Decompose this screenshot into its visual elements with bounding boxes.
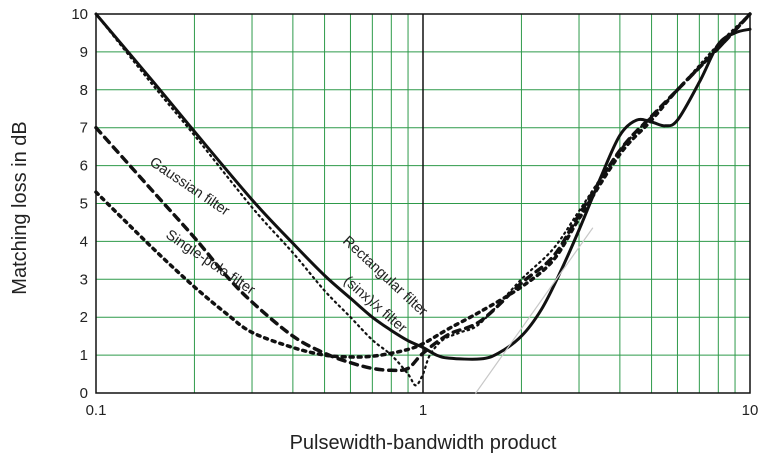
- series-layer: [94, 12, 752, 394]
- tick-labels: 0.1 1 10 0 1 2 3 4 5 6 7 8 9 10: [71, 6, 758, 419]
- x-tick-label: 1: [419, 402, 427, 419]
- y-tick-label: 5: [80, 196, 88, 213]
- y-tick-label: 8: [80, 82, 88, 99]
- series-gaussian-filter: [94, 12, 752, 373]
- y-tick-label: 4: [80, 233, 88, 250]
- axes: [95, 13, 751, 394]
- y-tick-label: 10: [71, 6, 88, 23]
- series-rectangular-filter: [94, 12, 752, 361]
- series-single-pole-filter: [94, 12, 752, 359]
- x-tick-label: 0.1: [86, 402, 107, 419]
- annotation-label: Gaussian filter: [146, 154, 232, 219]
- y-tick-label: 1: [80, 347, 88, 364]
- y-tick-label: 6: [80, 158, 88, 175]
- y-tick-label: 0: [80, 385, 88, 402]
- x-axis-title: Pulsewidth-bandwidth product: [290, 432, 557, 454]
- y-tick-label: 3: [80, 271, 88, 288]
- y-axis-title: Matching loss in dB: [9, 121, 31, 294]
- series-guide: [475, 227, 594, 394]
- annotation-label: Single-pole filter: [163, 227, 258, 299]
- x-tick-label: 10: [742, 402, 759, 419]
- y-tick-label: 2: [80, 309, 88, 326]
- y-tick-label: 7: [80, 120, 88, 137]
- y-tick-label: 9: [80, 44, 88, 61]
